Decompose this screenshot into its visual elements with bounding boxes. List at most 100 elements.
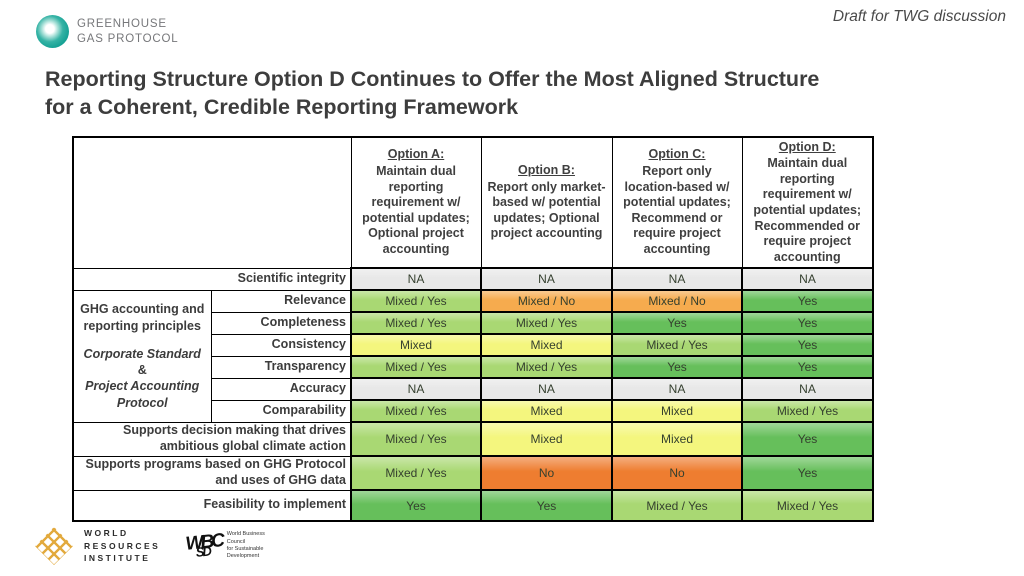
cell-value: Yes	[611, 311, 743, 335]
wbcsd-logo-text: World Business Council for Sustainable D…	[227, 531, 265, 561]
column-header-option-b: Option B: Report only market-based w/ po…	[480, 136, 613, 269]
row-label-comparability: Comparability	[210, 399, 352, 423]
cell-value: Mixed / No	[480, 289, 613, 313]
cell-value: No	[611, 455, 743, 491]
option-a-desc: Maintain dual reporting requirement w/ p…	[362, 163, 470, 257]
wri-logo: WORLD RESOURCES INSTITUTE	[34, 526, 160, 566]
group-label-main: GHG accounting and reporting principles	[80, 302, 205, 333]
cell-value: Mixed / Yes	[350, 355, 482, 379]
cell-value: Mixed / Yes	[480, 311, 613, 335]
cell-value: Mixed / Yes	[350, 421, 482, 457]
cell-value: Yes	[741, 311, 874, 335]
ggp-globe-icon	[36, 15, 69, 48]
wbcsd-line1: World Business	[226, 531, 265, 538]
table-row: Transparency Mixed / Yes Mixed / Yes Yes…	[73, 355, 874, 379]
cell-value: NA	[741, 267, 874, 291]
table-row: GHG accounting and reporting principles …	[72, 289, 874, 423]
group-label-corporate-standard: Corporate Standard	[83, 346, 201, 361]
option-a-title: Option A:	[387, 147, 445, 162]
wri-lattice-icon	[35, 527, 73, 565]
cell-value: Mixed	[480, 421, 613, 457]
cell-value: Yes	[741, 421, 874, 457]
table-row: Completeness Mixed / Yes Mixed / Yes Yes…	[73, 311, 874, 335]
column-header-option-c: Option C: Report only location-based w/ …	[611, 136, 743, 269]
row-label-accuracy: Accuracy	[210, 377, 352, 401]
cell-value: Yes	[741, 355, 874, 379]
cell-value: Yes	[741, 455, 874, 491]
cell-value: NA	[611, 267, 743, 291]
table-row: Accuracy NA NA NA NA	[73, 377, 874, 401]
cell-value: Mixed / No	[611, 289, 743, 313]
table-row: Supports decision making that drives amb…	[72, 421, 874, 457]
wri-line3: INSTITUTE	[84, 553, 151, 564]
cell-value: Mixed / Yes	[611, 489, 743, 522]
comparison-table: Option A: Maintain dual reporting requir…	[72, 136, 874, 522]
wbcsd-logo: WBC SD World Business Council for Sustai…	[185, 530, 265, 561]
cell-value: Mixed	[350, 333, 482, 357]
cell-value: NA	[741, 377, 874, 401]
cell-value: Mixed / Yes	[611, 333, 743, 357]
cell-value: Mixed / Yes	[350, 455, 482, 491]
group-label-ampersand: &	[137, 363, 147, 377]
cell-value: Yes	[611, 355, 743, 379]
cell-value: Mixed / Yes	[741, 489, 874, 522]
wbcsd-line2: Council	[226, 538, 246, 545]
wri-logo-text: WORLD RESOURCES INSTITUTE	[84, 527, 160, 565]
table-header-row: Option A: Maintain dual reporting requir…	[72, 136, 874, 269]
cell-value: NA	[480, 267, 613, 291]
cell-value: NA	[480, 377, 613, 401]
wbcsd-line4: Development	[226, 553, 260, 560]
row-label-supports-programs: Supports programs based on GHG Protocol …	[72, 455, 352, 491]
wbcsd-mark-icon: WBC SD	[185, 530, 223, 560]
cell-value: NA	[350, 377, 482, 401]
cell-value: Yes	[741, 333, 874, 357]
slide-title-line1: Reporting Structure Option D Continues t…	[45, 67, 820, 91]
row-label-consistency: Consistency	[210, 333, 352, 357]
row-label-supports-decision-making: Supports decision making that drives amb…	[72, 421, 352, 457]
cell-value: Mixed	[611, 399, 743, 423]
cell-value: Yes	[350, 489, 482, 522]
row-label-feasibility: Feasibility to implement	[72, 489, 352, 522]
cell-value: Mixed / Yes	[741, 399, 874, 423]
wri-line2: RESOURCES	[84, 540, 161, 551]
table-row: Comparability Mixed / Yes Mixed Mixed Mi…	[73, 399, 874, 423]
column-header-option-a: Option A: Maintain dual reporting requir…	[350, 136, 482, 269]
option-d-title: Option D:	[778, 139, 836, 154]
cell-value: Yes	[741, 289, 874, 313]
row-label-transparency: Transparency	[210, 355, 352, 379]
option-c-desc: Report only location-based w/ potential …	[623, 163, 731, 257]
group-label-project-accounting: Project Accounting Protocol	[85, 379, 200, 410]
ggp-logo-line2: GAS PROTOCOL	[77, 32, 179, 45]
option-c-title: Option C:	[648, 147, 706, 162]
column-header-option-d: Option D: Maintain dual reporting requir…	[741, 136, 874, 269]
cell-value: Yes	[480, 489, 613, 522]
cell-value: No	[480, 455, 613, 491]
cell-value: NA	[611, 377, 743, 401]
ggp-logo-text: GREENHOUSE GAS PROTOCOL	[77, 17, 178, 46]
greenhouse-gas-protocol-logo: GREENHOUSE GAS PROTOCOL	[36, 15, 178, 48]
table-row: Scientific integrity NA NA NA NA	[72, 267, 874, 291]
cell-value: NA	[350, 267, 482, 291]
cell-value: Mixed	[480, 333, 613, 357]
ggp-logo-line1: GREENHOUSE	[77, 18, 167, 31]
row-label-completeness: Completeness	[210, 311, 352, 335]
footer-logos: WORLD RESOURCES INSTITUTE WBC SD World B…	[34, 526, 265, 566]
cell-value: Mixed	[611, 421, 743, 457]
row-label-relevance: Relevance	[210, 289, 352, 313]
draft-note: Draft for TWG discussion	[832, 8, 1006, 25]
wbcsd-line3: for Sustainable	[226, 546, 264, 552]
option-b-desc: Report only market-based w/ potential up…	[487, 179, 606, 241]
cell-value: Mixed / Yes	[350, 289, 482, 313]
slide-title: Reporting Structure Option D Continues t…	[45, 66, 985, 122]
table-row: Consistency Mixed Mixed Mixed / Yes Yes	[73, 333, 874, 357]
cell-value: Mixed / Yes	[350, 311, 482, 335]
cell-value: Mixed / Yes	[350, 399, 482, 423]
table-row: Supports programs based on GHG Protocol …	[72, 455, 874, 491]
option-d-desc: Maintain dual reporting requirement w/ p…	[753, 156, 862, 264]
slide-title-line2: for a Coherent, Credible Reporting Frame…	[45, 94, 519, 119]
wri-line1: WORLD	[84, 527, 129, 538]
cell-value: Mixed	[480, 399, 613, 423]
table-row: Feasibility to implement Yes Yes Mixed /…	[72, 489, 874, 522]
cell-value: Mixed / Yes	[480, 355, 613, 379]
